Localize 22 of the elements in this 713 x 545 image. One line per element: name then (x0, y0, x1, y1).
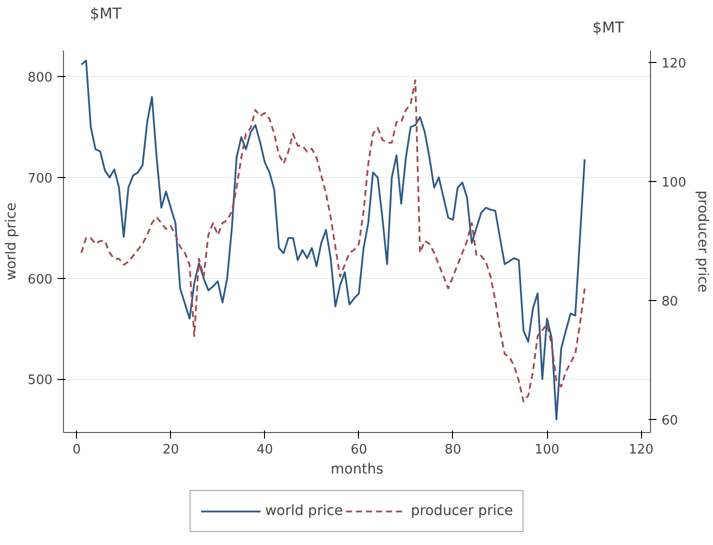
y2-tick-label: 80 (662, 294, 678, 310)
y-tick-label: 800 (28, 70, 53, 86)
x-tick-label: 20 (162, 442, 180, 458)
y-tick-label: 500 (28, 373, 53, 388)
text: $MT (90, 4, 122, 22)
x-tick-label: 60 (350, 442, 368, 458)
x-tick-label: 40 (256, 442, 274, 458)
legend-label: producer price (410, 503, 513, 519)
x-tick-label: 80 (444, 442, 462, 458)
text: $MT (592, 18, 625, 36)
y-axis-title: world price (4, 202, 20, 280)
y2-tick-label: 100 (662, 175, 686, 190)
y-tick-label: 700 (28, 171, 53, 186)
y2-axis-title: producer price (694, 190, 710, 293)
x-tick-label: 100 (534, 442, 560, 458)
x-axis-title: months (330, 462, 384, 478)
legend-label: world price (265, 503, 343, 519)
y2-tick-label: 60 (662, 413, 678, 428)
x-tick-label: 0 (72, 442, 81, 458)
y2-tick-label: 120 (662, 56, 686, 72)
y-tick-label: 600 (28, 272, 53, 288)
x-tick-label: 120 (628, 442, 654, 458)
